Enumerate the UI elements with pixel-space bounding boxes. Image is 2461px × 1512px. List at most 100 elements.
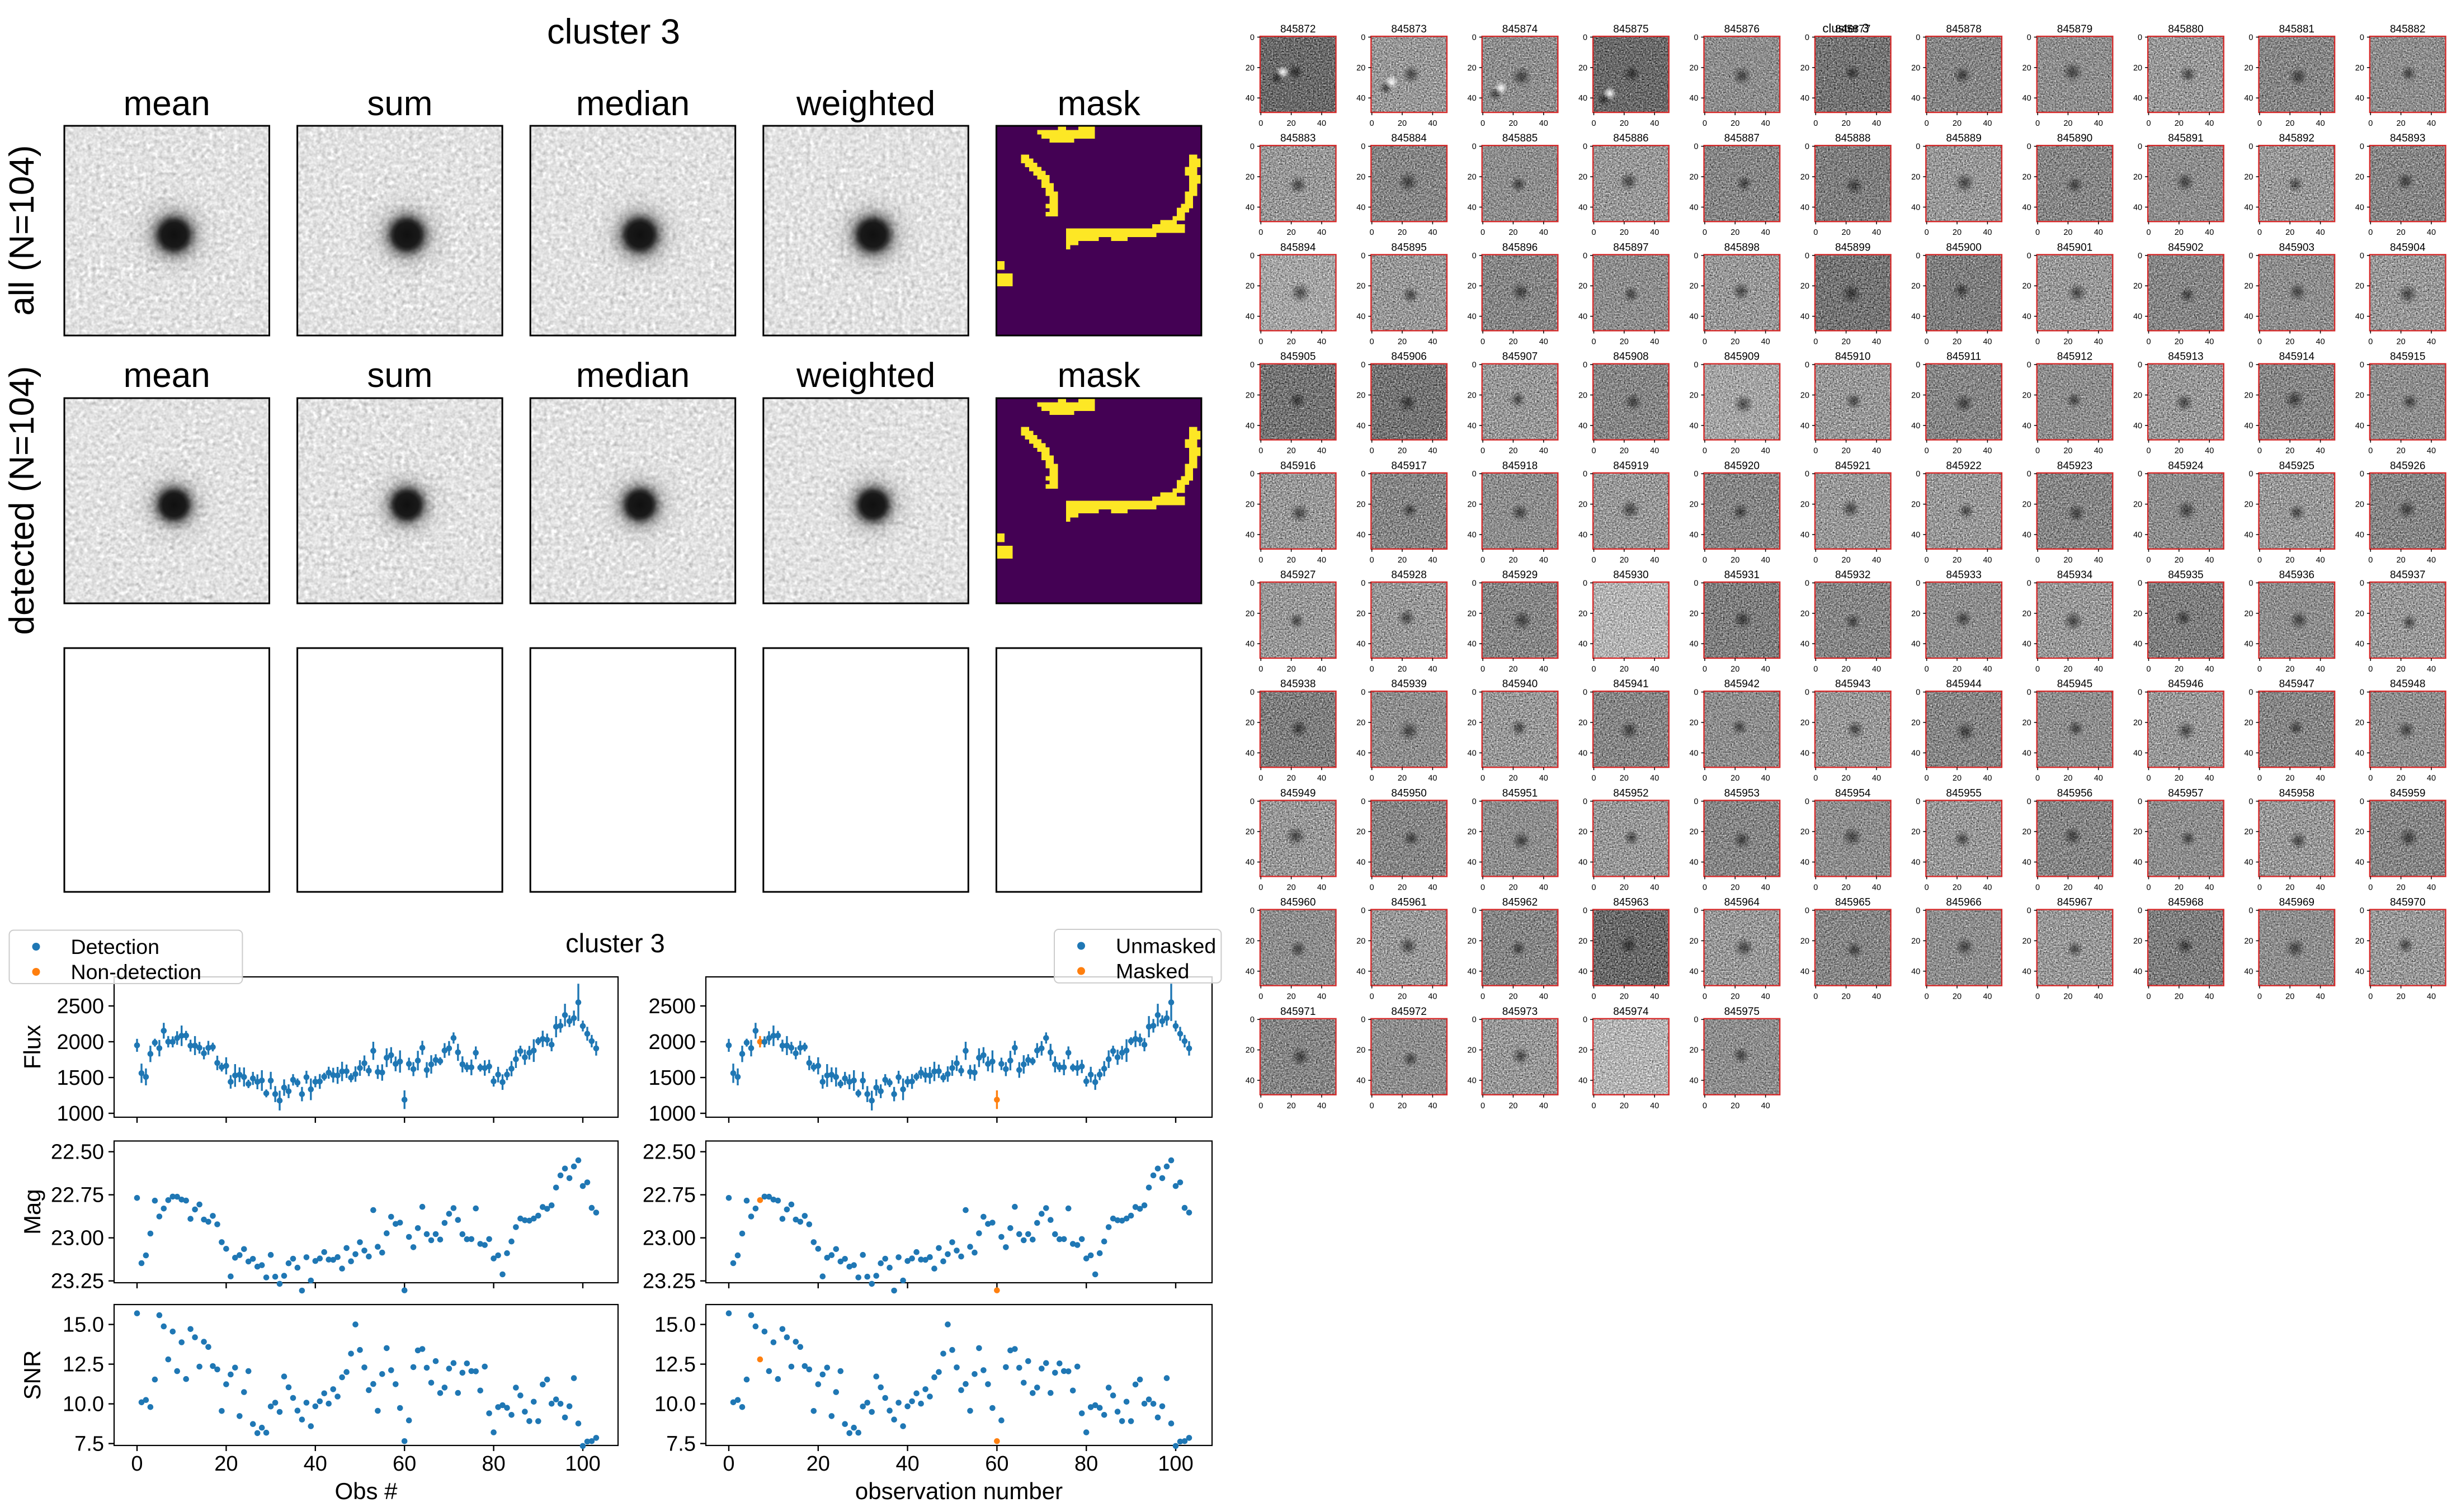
svg-text:0: 0 — [1481, 119, 1485, 128]
svg-text:0: 0 — [2248, 470, 2253, 479]
svg-text:40: 40 — [1539, 1102, 1548, 1111]
svg-text:20: 20 — [2063, 883, 2072, 892]
svg-text:845945: 845945 — [2057, 678, 2092, 690]
svg-text:40: 40 — [2316, 556, 2325, 565]
svg-text:40: 40 — [1689, 94, 1698, 103]
svg-text:20: 20 — [1356, 1046, 1365, 1055]
svg-text:0: 0 — [2027, 797, 2031, 806]
svg-text:0: 0 — [1370, 228, 1374, 237]
svg-text:40: 40 — [1578, 313, 1587, 322]
svg-text:40: 40 — [1689, 967, 1698, 976]
svg-text:0: 0 — [723, 1452, 734, 1476]
svg-text:40: 40 — [1911, 858, 1920, 867]
svg-text:Masked: Masked — [1116, 960, 1189, 983]
svg-text:40: 40 — [1800, 313, 1809, 322]
svg-text:20: 20 — [2397, 665, 2406, 674]
svg-text:845889: 845889 — [1946, 133, 1981, 144]
svg-text:40: 40 — [2133, 422, 2142, 431]
svg-text:0: 0 — [2248, 252, 2253, 261]
svg-text:0: 0 — [1925, 337, 1929, 346]
svg-text:40: 40 — [1650, 119, 1659, 128]
svg-text:845896: 845896 — [1502, 242, 1538, 253]
svg-text:20: 20 — [2022, 282, 2031, 291]
svg-text:20: 20 — [2133, 282, 2142, 291]
svg-text:0: 0 — [2035, 447, 2040, 456]
svg-text:0: 0 — [2138, 688, 2142, 697]
svg-text:40: 40 — [1872, 447, 1881, 456]
svg-text:mask: mask — [1058, 356, 1141, 395]
svg-text:20: 20 — [1398, 337, 1407, 346]
svg-text:0: 0 — [1472, 252, 1477, 261]
svg-text:40: 40 — [2133, 749, 2142, 758]
svg-text:Obs #: Obs # — [334, 1478, 398, 1504]
svg-text:20: 20 — [1911, 828, 1920, 837]
svg-text:845913: 845913 — [2168, 351, 2203, 363]
svg-text:0: 0 — [1703, 774, 1707, 783]
svg-text:845878: 845878 — [1946, 23, 1981, 35]
svg-text:40: 40 — [2355, 313, 2364, 322]
svg-text:40: 40 — [1872, 883, 1881, 892]
svg-text:20: 20 — [1508, 337, 1517, 346]
svg-text:40: 40 — [1539, 883, 1548, 892]
svg-text:845948: 845948 — [2390, 678, 2425, 690]
svg-text:0: 0 — [1694, 470, 1698, 479]
svg-text:40: 40 — [1650, 556, 1659, 565]
svg-text:0: 0 — [1250, 906, 1255, 915]
svg-text:40: 40 — [1578, 858, 1587, 867]
svg-text:0: 0 — [1703, 337, 1707, 346]
svg-text:20: 20 — [1800, 719, 1809, 727]
svg-text:20: 20 — [1620, 774, 1629, 783]
svg-text:0: 0 — [1805, 361, 1809, 370]
svg-text:40: 40 — [1689, 640, 1698, 649]
svg-text:40: 40 — [1800, 422, 1809, 431]
svg-text:0: 0 — [2257, 665, 2262, 674]
svg-text:20: 20 — [1620, 447, 1629, 456]
svg-text:0: 0 — [2368, 228, 2373, 237]
svg-text:20: 20 — [1620, 1102, 1629, 1111]
svg-text:40: 40 — [1356, 531, 1365, 540]
svg-text:40: 40 — [2316, 337, 2325, 346]
svg-text:40: 40 — [2022, 203, 2031, 212]
svg-text:0: 0 — [1916, 252, 1920, 261]
svg-text:mean: mean — [124, 84, 210, 123]
svg-text:845940: 845940 — [1502, 678, 1538, 690]
svg-text:845873: 845873 — [1391, 23, 1426, 35]
svg-text:20: 20 — [1246, 937, 1255, 946]
svg-text:20: 20 — [1508, 993, 1517, 1001]
svg-text:40: 40 — [1468, 1076, 1477, 1085]
svg-text:845941: 845941 — [1613, 678, 1648, 690]
svg-text:0: 0 — [1805, 797, 1809, 806]
svg-text:40: 40 — [1578, 94, 1587, 103]
svg-text:20: 20 — [2355, 173, 2364, 182]
svg-text:845887: 845887 — [1724, 133, 1760, 144]
svg-text:40: 40 — [1761, 774, 1770, 783]
svg-text:0: 0 — [1361, 143, 1365, 152]
svg-text:845923: 845923 — [2057, 460, 2092, 472]
svg-text:40: 40 — [2205, 447, 2214, 456]
svg-text:20: 20 — [1842, 119, 1851, 128]
svg-text:845916: 845916 — [1280, 460, 1316, 472]
svg-text:20: 20 — [1620, 556, 1629, 565]
svg-text:0: 0 — [2027, 470, 2031, 479]
svg-text:0: 0 — [1361, 361, 1365, 370]
svg-text:0: 0 — [2146, 447, 2151, 456]
svg-text:0: 0 — [1703, 556, 1707, 565]
svg-text:845886: 845886 — [1613, 133, 1648, 144]
svg-text:40: 40 — [2355, 203, 2364, 212]
svg-text:0: 0 — [1916, 33, 1920, 42]
svg-text:0: 0 — [1591, 119, 1596, 128]
svg-text:20: 20 — [1398, 883, 1407, 892]
svg-text:40: 40 — [1468, 203, 1477, 212]
svg-text:40: 40 — [2355, 422, 2364, 431]
svg-text:20: 20 — [1620, 883, 1629, 892]
svg-text:40: 40 — [2133, 313, 2142, 322]
svg-text:Flux: Flux — [19, 1025, 45, 1069]
svg-text:20: 20 — [1468, 719, 1477, 727]
svg-text:20: 20 — [2133, 937, 2142, 946]
svg-text:sum: sum — [367, 84, 432, 123]
svg-text:40: 40 — [2427, 228, 2436, 237]
svg-text:20: 20 — [2175, 883, 2184, 892]
svg-text:0: 0 — [1361, 797, 1365, 806]
svg-text:40: 40 — [1911, 203, 1920, 212]
svg-text:845942: 845942 — [1724, 678, 1760, 690]
